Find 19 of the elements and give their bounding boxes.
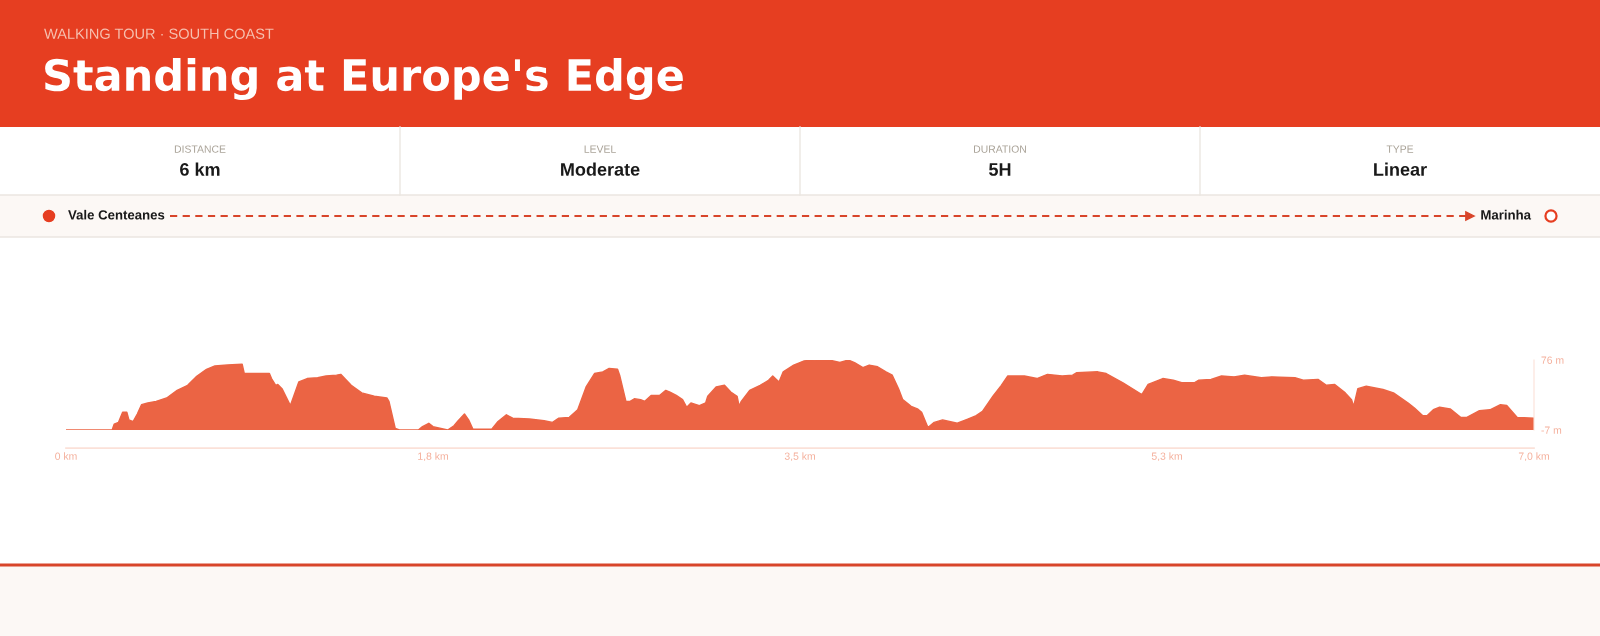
- x-tick-label: 7,0 km: [1518, 452, 1549, 462]
- chart-subtitle: WALKING TOUR · SOUTH COAST: [44, 28, 274, 39]
- y-tick-label: 76 m: [1541, 356, 1564, 364]
- text: 5H: [989, 163, 1011, 176]
- chart-title: Standing at Europe's Edge: [45, 58, 683, 100]
- text: Vale Centeanes: [68, 209, 165, 220]
- text: Linear: [1374, 162, 1427, 176]
- text: Marinha: [1481, 209, 1532, 220]
- text: TYPE: [1386, 145, 1414, 153]
- text: Moderate: [561, 162, 640, 176]
- text: DURATION: [974, 145, 1026, 153]
- x-tick-label: 3,5 km: [784, 452, 815, 462]
- text: LEVEL: [584, 145, 616, 153]
- y-tick-label: -7 m: [1541, 426, 1562, 434]
- x-tick-label: 1,8 km: [418, 452, 448, 462]
- text: 6 km: [180, 162, 220, 176]
- text: DISTANCE: [174, 145, 226, 153]
- x-tick-label: 0 km: [55, 452, 77, 460]
- x-tick-label: 5,3 km: [1151, 452, 1182, 462]
